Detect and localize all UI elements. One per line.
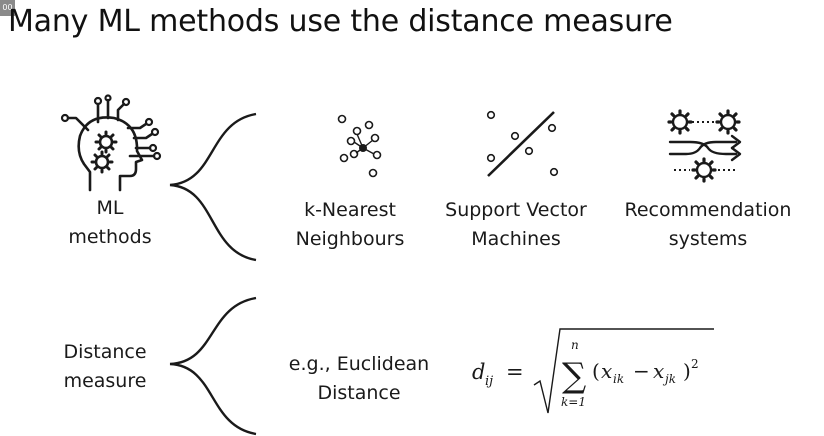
ml-methods-line1: ML	[96, 197, 124, 219]
formula-equals: =	[506, 360, 524, 384]
formula-x1: x	[601, 359, 612, 383]
distance-line2: measure	[63, 370, 147, 392]
recommendation-label: Recommendation systems	[612, 196, 804, 254]
svm-line1: Support Vector	[445, 199, 587, 221]
distance-brace	[169, 296, 257, 436]
formula-sum-upper: n	[571, 338, 579, 352]
ai-head-circuit-icon	[60, 94, 162, 192]
distance-line1: Distance	[63, 341, 147, 363]
euclidean-line1: e.g., Euclidean	[288, 353, 430, 375]
svm-separator-icon	[486, 110, 559, 177]
formula-power: 2	[691, 357, 699, 371]
knn-line2: Neighbours	[295, 228, 405, 250]
formula-open-paren: (	[592, 359, 600, 383]
knn-label: k-Nearest Neighbours	[280, 196, 420, 254]
svm-line2: Machines	[471, 228, 561, 250]
formula-sum-lower: k=1	[561, 395, 586, 409]
knn-line1: k-Nearest	[304, 199, 396, 221]
methods-brace	[169, 112, 257, 262]
ml-methods-line2: methods	[68, 226, 152, 248]
formula-x1-sub: ik	[613, 372, 624, 386]
svm-label: Support Vector Machines	[438, 196, 594, 254]
corner-badge: 00	[0, 0, 15, 16]
euclidean-formula: d ij = n ∑ k=1 ( x ik − x jk ) 2	[472, 328, 714, 414]
formula-minus: −	[633, 359, 650, 383]
ml-methods-label: ML methods	[50, 194, 170, 252]
knn-scatter-icon	[337, 114, 382, 178]
formula-close-paren: )	[683, 359, 691, 383]
formula-x2: x	[653, 359, 664, 383]
formula-lhs-sub: ij	[485, 374, 493, 389]
formula-x2-sub: jk	[662, 372, 676, 386]
gears-flow-icon	[667, 109, 742, 183]
formula-radical	[533, 328, 714, 414]
formula-sigma: ∑	[562, 356, 586, 396]
euclidean-label: e.g., Euclidean Distance	[284, 350, 434, 408]
slide-title: Many ML methods use the distance measure	[8, 4, 673, 39]
distance-measure-label: Distance measure	[40, 338, 170, 396]
recommendation-line1: Recommendation	[624, 199, 792, 221]
euclidean-line2: Distance	[317, 382, 401, 404]
formula-lhs: d	[472, 360, 485, 384]
recommendation-line2: systems	[668, 228, 748, 250]
